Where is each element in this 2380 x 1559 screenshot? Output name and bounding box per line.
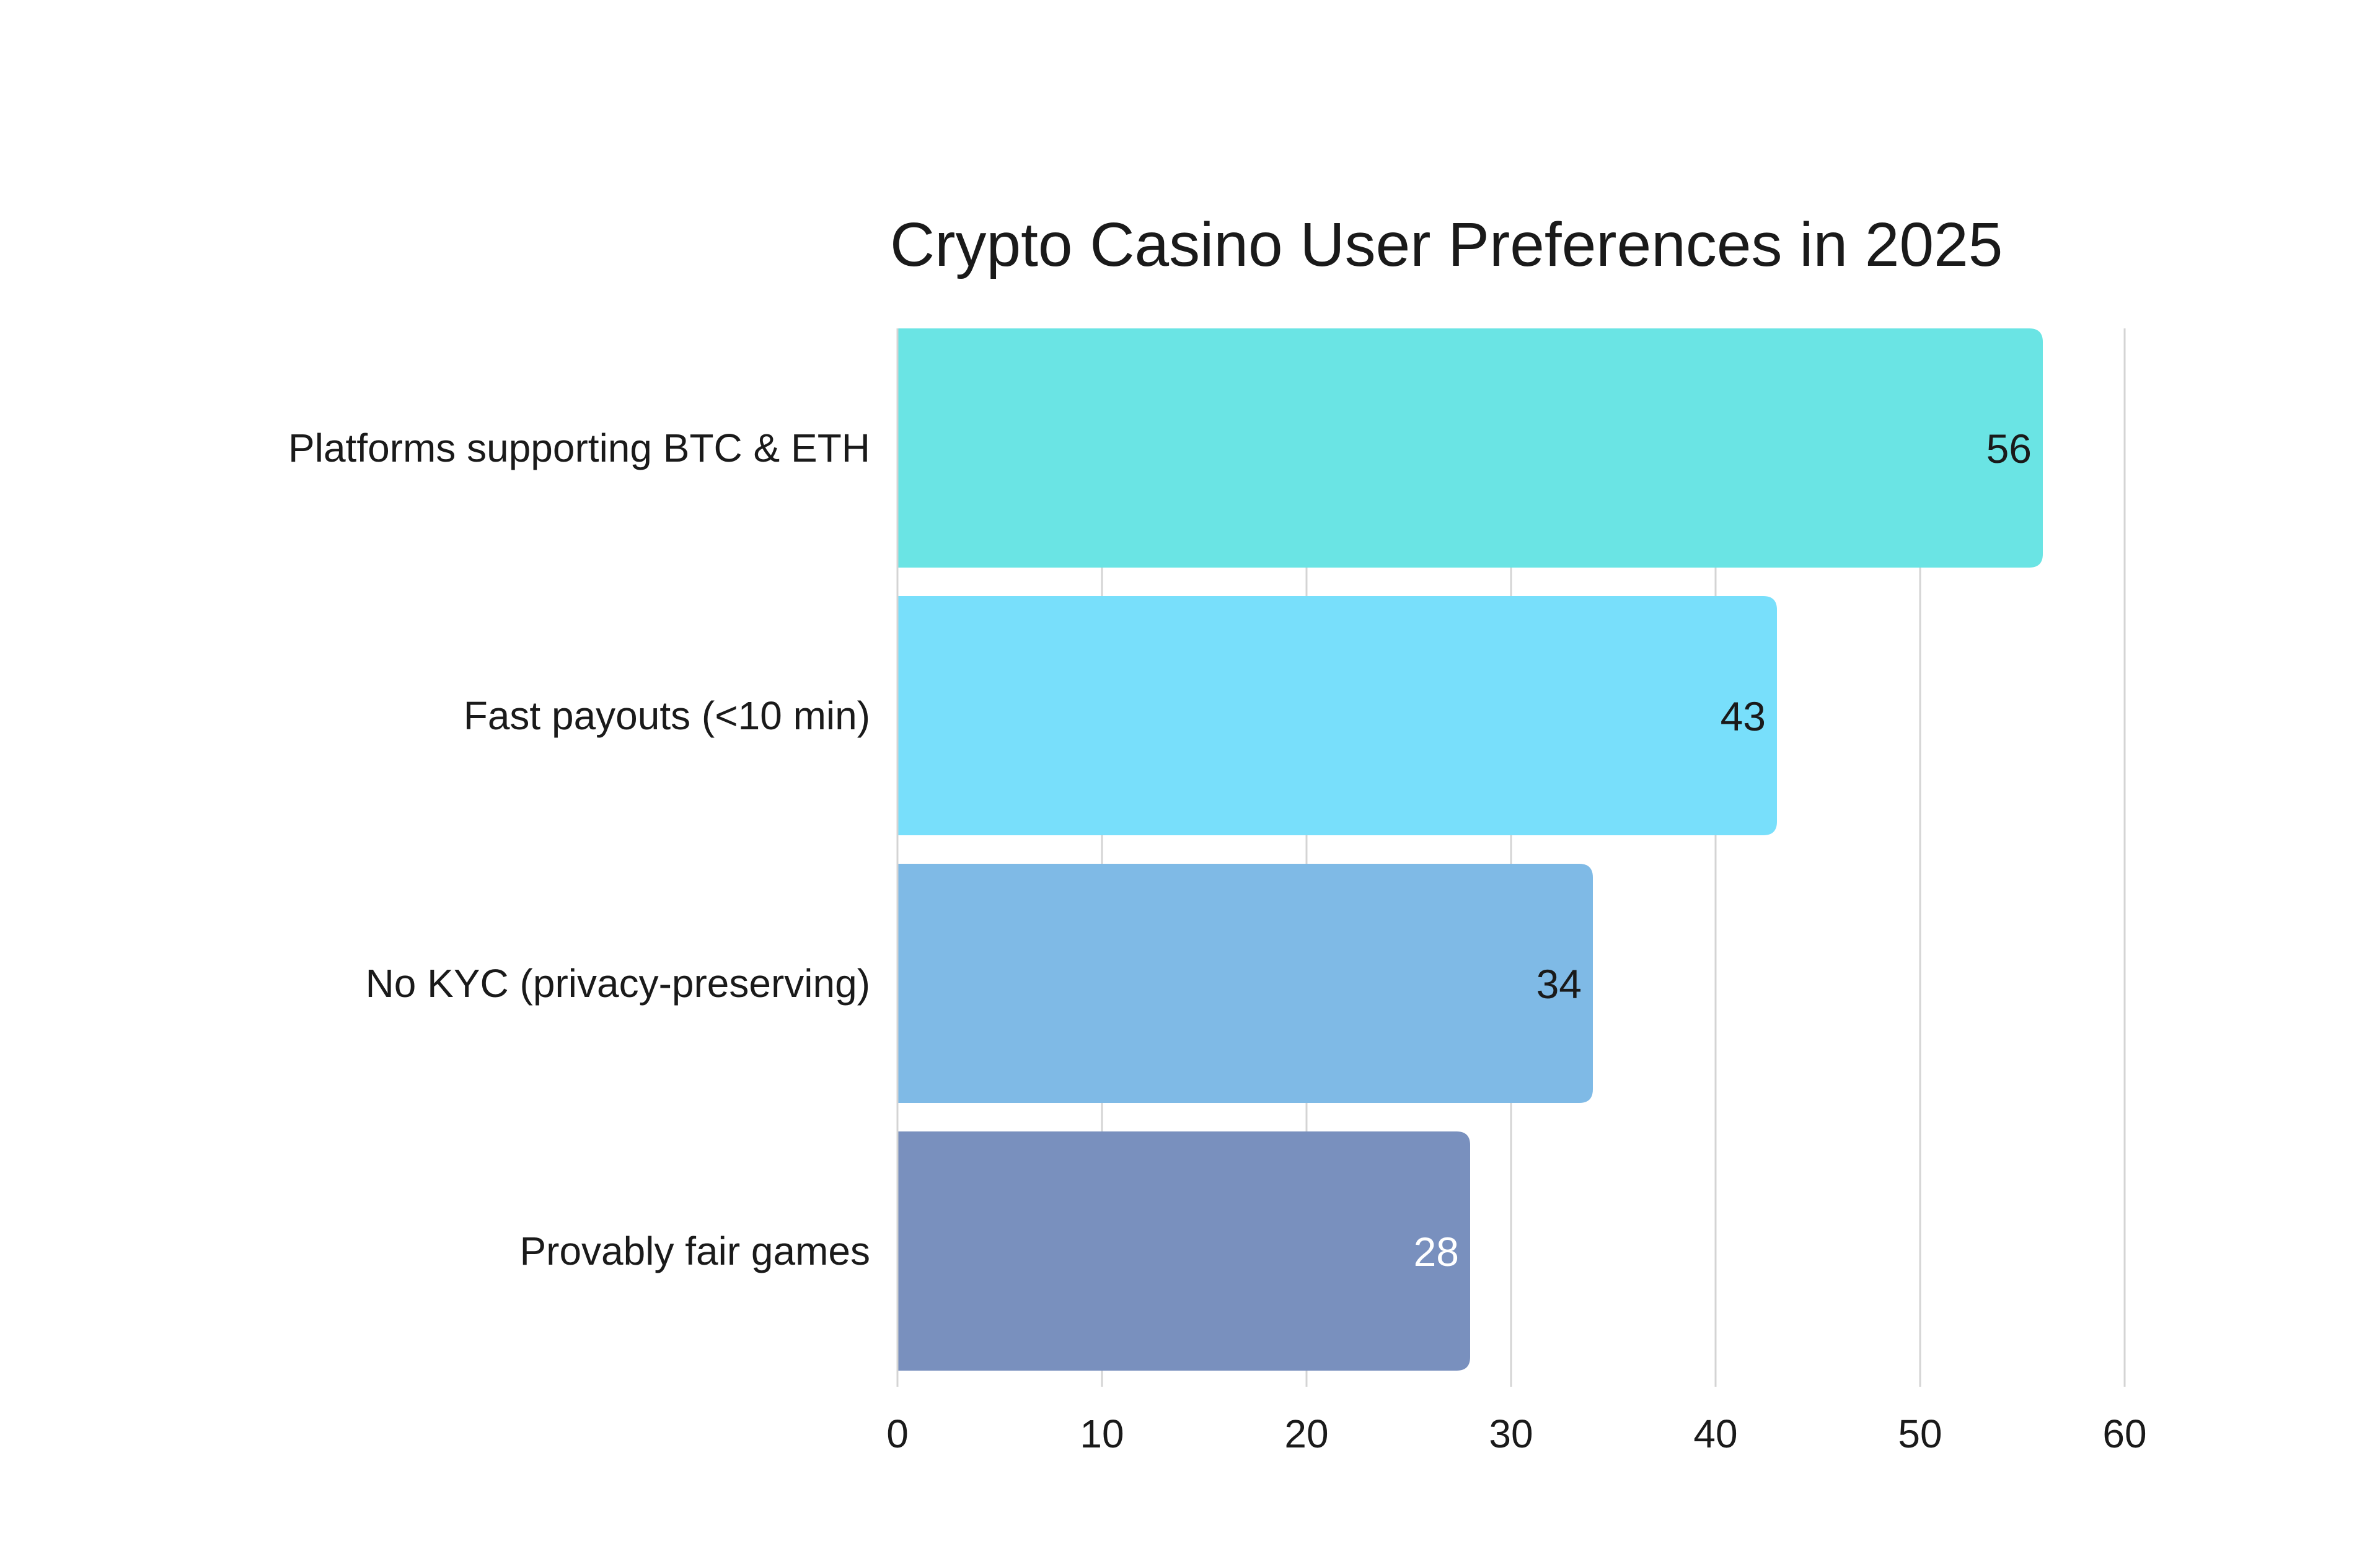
bar bbox=[897, 1131, 1470, 1371]
x-tick-label: 50 bbox=[1898, 1412, 1942, 1456]
data-label: 56 bbox=[1986, 426, 2032, 472]
bar bbox=[897, 328, 2043, 568]
chart-title: Crypto Casino User Preferences in 2025 bbox=[890, 210, 2003, 279]
data-label: 34 bbox=[1536, 961, 1582, 1007]
x-tick-label: 20 bbox=[1284, 1412, 1328, 1456]
category-label: No KYC (privacy-preserving) bbox=[366, 961, 870, 1006]
x-tick-label: 40 bbox=[1693, 1412, 1737, 1456]
x-tick-label: 30 bbox=[1489, 1412, 1533, 1456]
x-tick-label: 10 bbox=[1080, 1412, 1124, 1456]
category-label: Fast payouts (<10 min) bbox=[464, 693, 870, 738]
data-label: 28 bbox=[1414, 1229, 1459, 1275]
category-label: Provably fair games bbox=[519, 1229, 870, 1273]
bar bbox=[897, 596, 1777, 835]
x-tick-label: 60 bbox=[2102, 1412, 2146, 1456]
bar bbox=[897, 864, 1593, 1103]
x-tick-label: 0 bbox=[886, 1412, 909, 1456]
category-label: Platforms supporting BTC & ETH bbox=[288, 426, 870, 470]
data-label: 43 bbox=[1721, 693, 1766, 739]
